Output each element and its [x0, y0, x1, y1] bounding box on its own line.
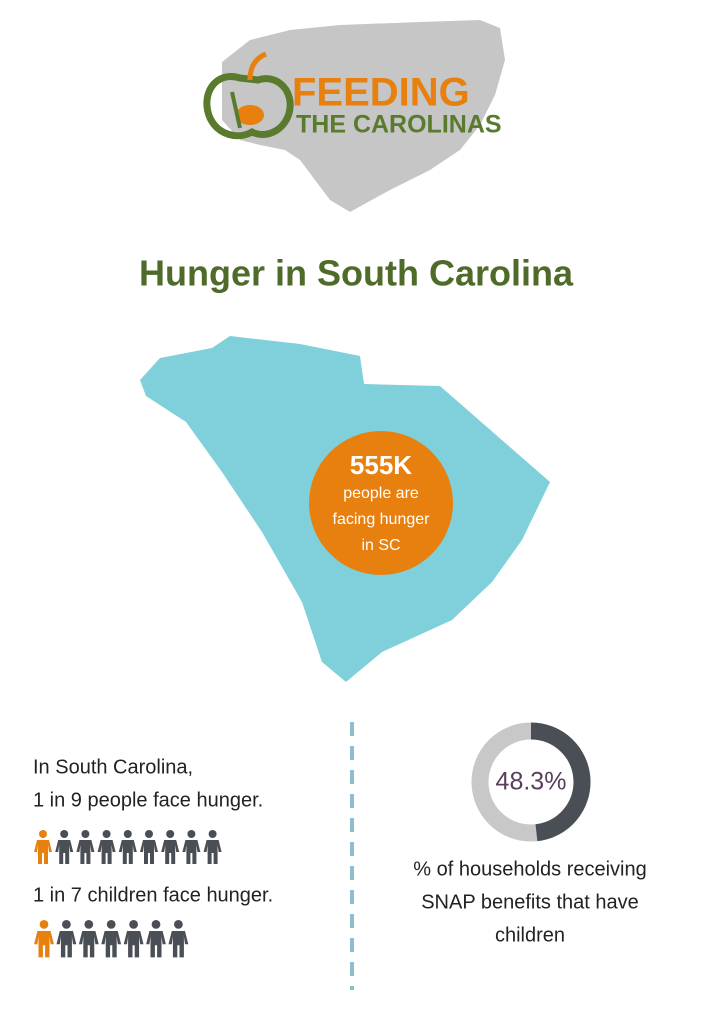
- callout-text: in SC: [361, 537, 400, 554]
- person-icon: [168, 920, 189, 958]
- callout-value: 555K: [350, 450, 412, 480]
- snap-caption: SNAP benefits that have: [421, 891, 639, 913]
- child-icons: [34, 920, 189, 958]
- adults-text: 1 in 9 people face hunger.: [33, 789, 263, 811]
- person-icon: [34, 920, 54, 958]
- adult-icons: [34, 830, 222, 864]
- donut-arc: [530, 722, 591, 842]
- person-icon: [123, 920, 144, 958]
- person-icon: [97, 830, 116, 864]
- person-icon: [182, 830, 201, 864]
- person-icon: [55, 830, 74, 864]
- nc-map: [222, 20, 505, 212]
- callout-circle: [309, 431, 453, 575]
- person-icon: [56, 920, 77, 958]
- logo-line1: FEEDING: [292, 71, 470, 115]
- callout-text: facing hunger: [333, 511, 431, 528]
- callout-text: people are: [343, 485, 419, 502]
- person-icon: [203, 830, 222, 864]
- logo-line2: THE CAROLINAS: [296, 111, 502, 139]
- title: Hunger in South Carolina: [139, 253, 574, 294]
- person-icon: [140, 830, 158, 864]
- person-icon: [76, 830, 95, 864]
- people-intro: In South Carolina,: [33, 756, 193, 778]
- donut-label: 48.3%: [496, 768, 567, 796]
- logo-icon: [203, 51, 294, 140]
- snap-caption: children: [495, 924, 565, 946]
- children-text: 1 in 7 children face hunger.: [33, 884, 273, 906]
- person-icon: [146, 920, 166, 958]
- person-icon: [78, 920, 99, 958]
- snap-caption: % of households receiving: [413, 858, 646, 880]
- person-icon: [161, 830, 180, 864]
- person-icon: [34, 830, 52, 864]
- person-icon: [101, 920, 122, 958]
- person-icon: [118, 830, 137, 864]
